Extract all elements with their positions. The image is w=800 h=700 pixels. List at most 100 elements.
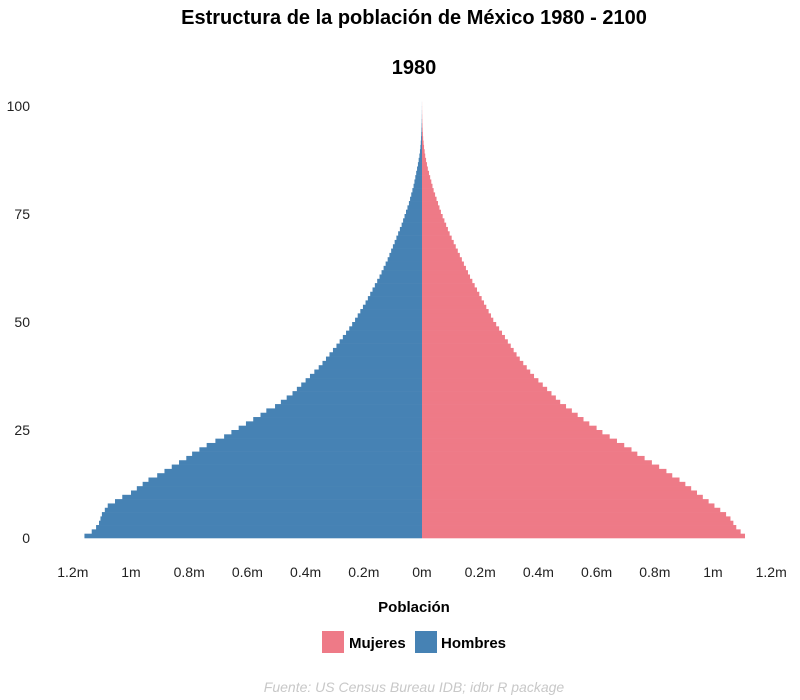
bar-hombres-age-77: [408, 201, 422, 206]
chart-subtitle: 1980: [392, 57, 437, 79]
y-tick-label-0: 0: [22, 530, 30, 546]
bar-hombres-age-89: [419, 149, 422, 154]
bar-mujeres-age-50: [422, 317, 494, 323]
bar-hombres-age-90: [420, 144, 422, 150]
bar-hombres-age-23: [224, 434, 422, 439]
bar-mujeres-age-73: [422, 218, 445, 223]
y-tick-label-50: 50: [14, 314, 30, 330]
bar-hombres-age-5: [101, 512, 423, 517]
bar-hombres-age-69: [396, 235, 422, 241]
bar-mujeres-age-3: [422, 520, 734, 526]
bar-hombres-age-17: [179, 460, 422, 465]
bar-mujeres-age-28: [422, 412, 578, 418]
bar-mujeres-age-0: [422, 533, 746, 539]
x-tick-label-1: 1m: [121, 564, 140, 580]
bar-hombres-age-73: [403, 218, 422, 223]
legend: Mujeres Hombres: [322, 631, 506, 653]
bar-mujeres-age-2: [422, 525, 737, 530]
bar-hombres-age-4: [100, 516, 422, 522]
bar-mujeres-age-62: [422, 265, 466, 271]
bar-mujeres-age-46: [422, 334, 505, 340]
bar-mujeres-age-74: [422, 214, 443, 219]
bar-mujeres-age-53: [422, 304, 487, 310]
bar-hombres-age-40: [322, 360, 422, 366]
bar-hombres-age-82: [414, 179, 422, 185]
bar-hombres-age-74: [404, 214, 422, 219]
bar-mujeres-age-11: [422, 486, 692, 491]
bar-hombres-age-91: [420, 140, 422, 146]
bar-hombres-age-78: [410, 196, 422, 202]
bar-hombres-age-68: [394, 239, 422, 245]
bar-mujeres-age-91: [422, 140, 424, 146]
bar-mujeres-age-8: [422, 499, 709, 504]
bar-hombres-age-6: [104, 507, 422, 513]
bar-hombres-age-31: [280, 399, 422, 405]
bar-hombres-age-66: [391, 248, 422, 254]
bar-hombres-age-51: [357, 313, 422, 318]
bar-mujeres-age-22: [422, 438, 617, 444]
bar-hombres-age-87: [418, 157, 422, 163]
x-tick-label-0: 1.2m: [57, 564, 88, 580]
bar-hombres-age-84: [416, 170, 422, 176]
bar-mujeres-age-34: [422, 386, 548, 392]
bar-mujeres-age-68: [422, 239, 454, 245]
x-tick-label-3: 0.6m: [232, 564, 263, 580]
bar-hombres-age-59: [377, 278, 422, 284]
bar-hombres-age-88: [419, 153, 422, 159]
bar-mujeres-age-31: [422, 399, 561, 405]
bar-mujeres-age-13: [422, 477, 680, 483]
x-tick-label-12: 1.2m: [756, 564, 787, 580]
legend-swatch-mujeres: [322, 631, 344, 653]
bar-mujeres-age-63: [422, 261, 464, 267]
bar-mujeres-age-7: [422, 503, 715, 509]
bar-hombres-age-22: [215, 438, 422, 444]
bar-mujeres-age-19: [422, 451, 638, 457]
x-axis-title: Población: [378, 599, 450, 616]
bar-hombres-age-25: [238, 425, 422, 431]
x-tick-label-4: 0.4m: [290, 564, 321, 580]
bar-mujeres-age-90: [422, 144, 425, 150]
bar-mujeres-age-36: [422, 378, 539, 383]
bar-hombres-age-52: [360, 309, 422, 314]
bar-mujeres-age-60: [422, 274, 471, 280]
bar-hombres-age-26: [245, 421, 422, 426]
bar-hombres-age-13: [148, 477, 422, 483]
bar-mujeres-age-64: [422, 257, 462, 262]
bar-hombres-age-57: [372, 287, 422, 293]
legend-swatch-hombres: [415, 631, 437, 653]
bar-hombres-age-61: [381, 270, 422, 275]
bar-mujeres-age-30: [422, 404, 567, 409]
bar-mujeres-age-37: [422, 373, 535, 379]
bar-hombres-age-9: [122, 494, 423, 500]
bar-hombres-age-1: [91, 529, 422, 534]
bar-mujeres-age-78: [422, 196, 437, 202]
bar-mujeres-age-16: [422, 464, 660, 470]
bar-mujeres-age-56: [422, 291, 480, 297]
x-tick-label-7: 0.2m: [465, 564, 496, 580]
bar-mujeres-age-76: [422, 205, 440, 210]
bar-mujeres-age-79: [422, 192, 436, 198]
bar-mujeres-age-75: [422, 209, 441, 215]
bar-mujeres-age-39: [422, 365, 527, 370]
bar-mujeres-age-38: [422, 369, 531, 375]
bar-mujeres-age-80: [422, 188, 434, 193]
bar-hombres-age-2: [96, 525, 422, 530]
bar-hombres-age-55: [367, 296, 422, 301]
bar-hombres-age-35: [301, 382, 422, 388]
bar-hombres-age-0: [84, 533, 422, 539]
bar-mujeres-age-1: [422, 529, 741, 534]
bar-hombres-age-29: [266, 408, 422, 414]
bar-mujeres-age-51: [422, 313, 491, 318]
bar-mujeres-age-25: [422, 425, 597, 431]
bar-mujeres-age-86: [422, 162, 427, 167]
bar-hombres-age-33: [292, 391, 422, 396]
bar-hombres-age-58: [374, 283, 422, 288]
bar-hombres-age-34: [296, 386, 422, 392]
chart-caption: Fuente: US Census Bureau IDB; idbr R pac…: [264, 679, 565, 695]
bar-hombres-age-63: [385, 261, 422, 267]
bar-mujeres-age-33: [422, 391, 552, 396]
x-tick-label-6: 0m: [412, 564, 431, 580]
bar-mujeres-age-92: [422, 136, 424, 141]
bar-mujeres-age-61: [422, 270, 468, 275]
bar-mujeres-age-45: [422, 339, 508, 344]
